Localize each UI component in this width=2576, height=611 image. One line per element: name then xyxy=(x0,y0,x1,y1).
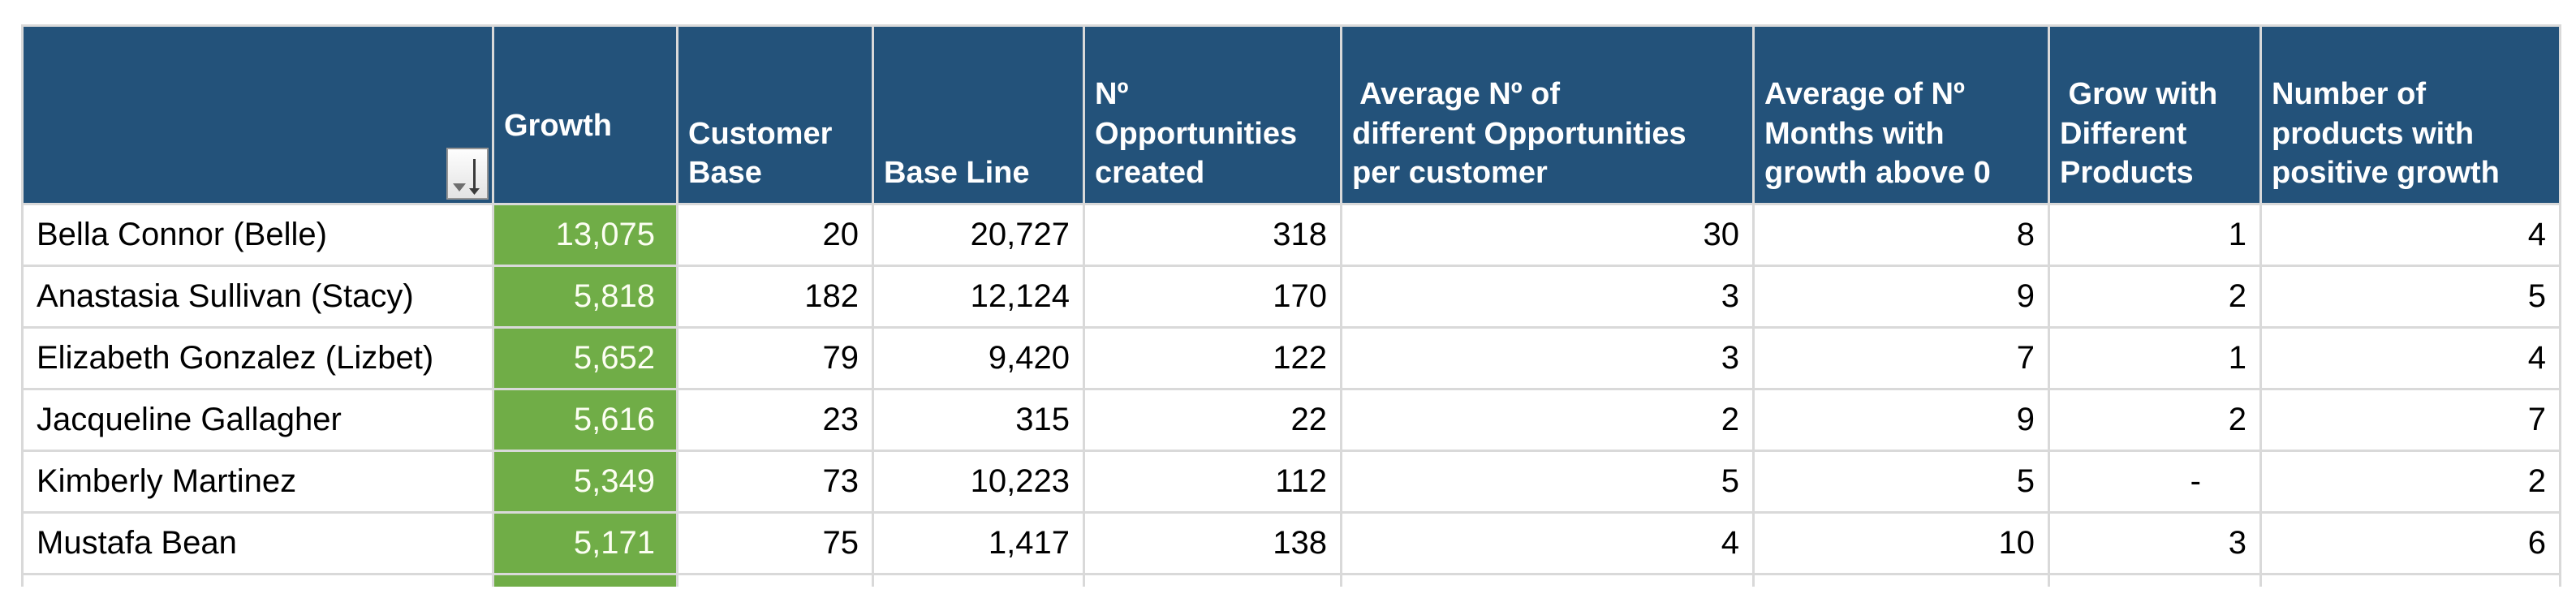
cell-name[interactable]: Anastasia Sullivan (Stacy) xyxy=(24,267,494,329)
cell-customer-base[interactable]: 23 xyxy=(678,390,874,452)
cell-base-line[interactable]: 315 xyxy=(874,390,1085,452)
cell-base-line[interactable]: 1,417 xyxy=(874,514,1085,575)
cell-products-positive-growth[interactable]: 6 xyxy=(2262,514,2561,575)
cell-grow-different-products[interactable]: 3 xyxy=(2050,514,2262,575)
cell-opportunities-created[interactable]: 22 xyxy=(1085,390,1342,452)
cell-growth[interactable]: 5,349 xyxy=(494,452,678,514)
cell-customer-base[interactable]: 182 xyxy=(678,267,874,329)
cell-opportunities-created[interactable]: 170 xyxy=(1085,267,1342,329)
cell-partial[interactable] xyxy=(874,575,1085,587)
cell-growth[interactable]: 5,171 xyxy=(494,514,678,575)
header-label-products-positive-growth: Number of products with positive growth xyxy=(2272,77,2500,191)
cell-grow-different-products[interactable]: 2 xyxy=(2050,267,2262,329)
cell-avg-months-growth[interactable]: 8 xyxy=(1755,205,2050,267)
cell-products-positive-growth[interactable]: 2 xyxy=(2262,452,2561,514)
cell-name[interactable]: Bella Connor (Belle) xyxy=(24,205,494,267)
cell-name[interactable]: Jacqueline Gallagher xyxy=(24,390,494,452)
cell-products-positive-growth[interactable]: 4 xyxy=(2262,205,2561,267)
header-cell-avg-months-growth[interactable]: Average of Nº Months with growth above 0 xyxy=(1755,27,2050,205)
cell-avg-months-growth[interactable]: 7 xyxy=(1755,329,2050,390)
header-label-grow-different-products: Grow with Different Products xyxy=(2060,77,2218,191)
header-cell-opportunities-created[interactable]: Nº Opportunities created xyxy=(1085,27,1342,205)
cell-opportunities-created[interactable]: 122 xyxy=(1085,329,1342,390)
cell-products-positive-growth[interactable]: 4 xyxy=(2262,329,2561,390)
header-cell-products-positive-growth[interactable]: Number of products with positive growth xyxy=(2262,27,2561,205)
cell-customer-base[interactable]: 20 xyxy=(678,205,874,267)
cell-avg-months-growth[interactable]: 9 xyxy=(1755,267,2050,329)
cell-avg-different-opportunities[interactable]: 5 xyxy=(1342,452,1755,514)
cell-grow-different-products[interactable]: 2 xyxy=(2050,390,2262,452)
cell-grow-different-products[interactable]: - xyxy=(2050,452,2262,514)
cell-growth[interactable]: 5,818 xyxy=(494,267,678,329)
cell-growth[interactable]: 13,075 xyxy=(494,205,678,267)
cell-grow-different-products[interactable]: 1 xyxy=(2050,205,2262,267)
cell-name[interactable]: Kimberly Martinez xyxy=(24,452,494,514)
cell-avg-different-opportunities[interactable]: 30 xyxy=(1342,205,1755,267)
cell-base-line[interactable]: 10,223 xyxy=(874,452,1085,514)
cell-growth-partial[interactable] xyxy=(494,575,678,587)
cell-avg-different-opportunities[interactable]: 2 xyxy=(1342,390,1755,452)
header-label-opportunities-created: Nº Opportunities created xyxy=(1095,77,1298,191)
cell-avg-different-opportunities[interactable]: 4 xyxy=(1342,514,1755,575)
cell-avg-months-growth[interactable]: 10 xyxy=(1755,514,2050,575)
cell-name[interactable]: Elizabeth Gonzalez (Lizbet) xyxy=(24,329,494,390)
cell-base-line[interactable]: 9,420 xyxy=(874,329,1085,390)
cell-avg-months-growth[interactable]: 9 xyxy=(1755,390,2050,452)
header-cell-customer-base[interactable]: Customer Base xyxy=(678,27,874,205)
cell-opportunities-created[interactable]: 318 xyxy=(1085,205,1342,267)
cell-customer-base[interactable]: 73 xyxy=(678,452,874,514)
cell-products-positive-growth[interactable]: 7 xyxy=(2262,390,2561,452)
cell-partial[interactable] xyxy=(1342,575,1755,587)
sort-descending-filter-icon[interactable] xyxy=(446,148,489,200)
cell-partial[interactable] xyxy=(1085,575,1342,587)
spreadsheet-table: Growth Customer Base Base Line Nº Opport… xyxy=(21,24,2561,587)
cell-grow-different-products[interactable]: 1 xyxy=(2050,329,2262,390)
cell-products-positive-growth[interactable]: 5 xyxy=(2262,267,2561,329)
header-cell-grow-different-products[interactable]: Grow with Different Products xyxy=(2050,27,2262,205)
cell-opportunities-created[interactable]: 112 xyxy=(1085,452,1342,514)
header-cell-name[interactable] xyxy=(24,27,494,205)
cell-opportunities-created[interactable]: 138 xyxy=(1085,514,1342,575)
cell-name[interactable]: Mustafa Bean xyxy=(24,514,494,575)
cell-avg-different-opportunities[interactable]: 3 xyxy=(1342,329,1755,390)
cell-partial[interactable] xyxy=(678,575,874,587)
header-label-avg-months-growth: Average of Nº Months with growth above 0 xyxy=(1764,77,1991,191)
cell-customer-base[interactable]: 75 xyxy=(678,514,874,575)
cell-name-partial[interactable] xyxy=(24,575,494,587)
cell-avg-different-opportunities[interactable]: 3 xyxy=(1342,267,1755,329)
header-cell-growth[interactable]: Growth xyxy=(494,27,678,205)
cell-customer-base[interactable]: 79 xyxy=(678,329,874,390)
header-cell-avg-different-opportunities[interactable]: Average Nº of different Opportunities pe… xyxy=(1342,27,1755,205)
header-label-customer-base: Customer Base xyxy=(688,116,833,191)
header-label-base-line: Base Line xyxy=(884,156,1030,191)
cell-partial[interactable] xyxy=(2050,575,2262,587)
cell-partial[interactable] xyxy=(2262,575,2561,587)
cell-growth[interactable]: 5,652 xyxy=(494,329,678,390)
cell-partial[interactable] xyxy=(1755,575,2050,587)
cell-avg-months-growth[interactable]: 5 xyxy=(1755,452,2050,514)
sort-descending-arrow-glyph xyxy=(453,159,480,195)
cell-base-line[interactable]: 12,124 xyxy=(874,267,1085,329)
header-cell-base-line[interactable]: Base Line xyxy=(874,27,1085,205)
data-grid: Growth Customer Base Base Line Nº Opport… xyxy=(21,24,2561,587)
header-label-growth: Growth xyxy=(504,109,612,144)
header-label-avg-different-opportunities: Average Nº of different Opportunities pe… xyxy=(1352,77,1686,191)
cell-base-line[interactable]: 20,727 xyxy=(874,205,1085,267)
cell-growth[interactable]: 5,616 xyxy=(494,390,678,452)
